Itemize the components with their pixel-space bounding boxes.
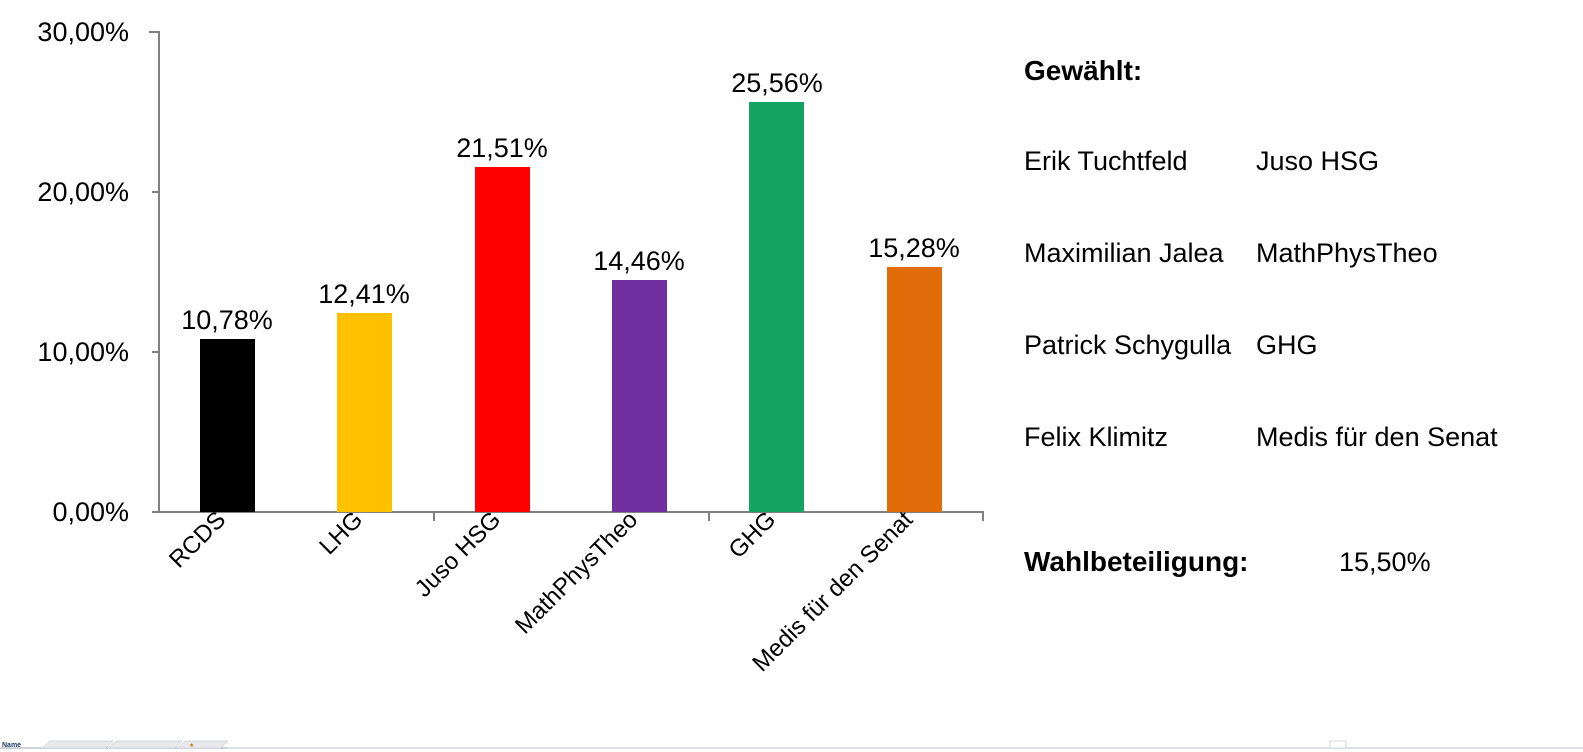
svg-text:★: ★ <box>189 742 194 749</box>
svg-text:Name: Name <box>2 742 21 749</box>
